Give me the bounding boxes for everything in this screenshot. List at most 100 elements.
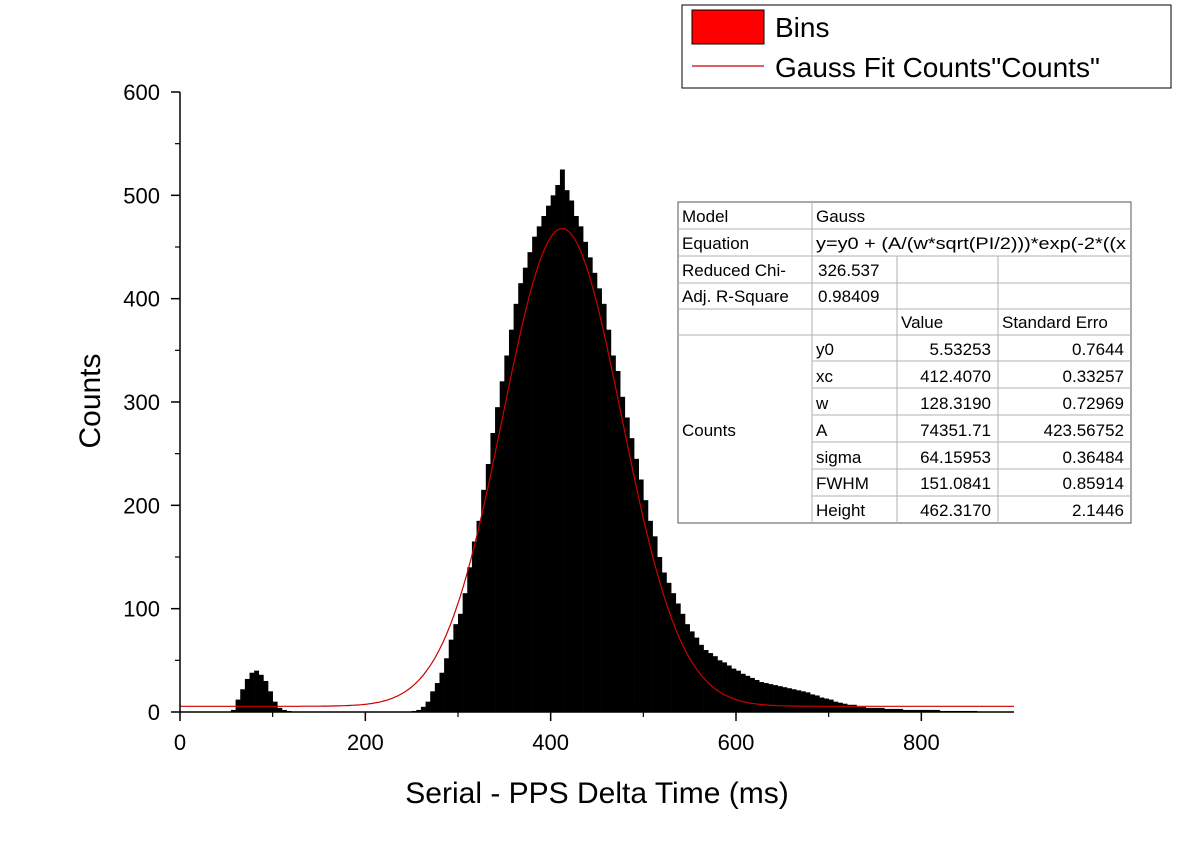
- fit-row-value: 462.3170: [920, 501, 991, 520]
- histogram-bar: [796, 690, 802, 712]
- histogram-bar: [740, 673, 746, 712]
- fit-row-error: 0.36484: [1063, 448, 1124, 467]
- histogram-bar: [708, 653, 714, 712]
- legend: Bins Gauss Fit Counts"Counts": [681, 4, 1172, 89]
- histogram-bar: [439, 672, 445, 712]
- x-tick-label: 200: [347, 730, 384, 755]
- histogram-bar: [884, 708, 894, 712]
- x-tick-label: 600: [718, 730, 755, 755]
- histogram-bar: [425, 701, 431, 712]
- histogram-bar: [559, 169, 565, 712]
- fit-row-error: 0.85914: [1063, 474, 1124, 493]
- histogram-bar: [629, 438, 635, 712]
- fit-chi-label: Reduced Chi-: [682, 261, 786, 280]
- histogram-bar: [893, 708, 904, 712]
- histogram-bar: [759, 682, 765, 712]
- histogram-bar: [749, 677, 755, 712]
- y-tick-label: 0: [148, 700, 160, 725]
- x-tick-label: 0: [174, 730, 186, 755]
- histogram-bar: [485, 464, 491, 712]
- histogram-bar: [745, 675, 751, 712]
- histogram-bar: [430, 691, 436, 712]
- fit-r2-label: Adj. R-Square: [682, 287, 789, 306]
- histogram-bar: [564, 190, 570, 712]
- histogram-bar: [675, 603, 681, 712]
- fit-row-error: 423.56752: [1044, 421, 1124, 440]
- histogram-bar: [578, 226, 584, 713]
- histogram-bar: [856, 706, 867, 712]
- histogram-bar: [921, 709, 931, 712]
- histogram-bar: [518, 283, 524, 712]
- histogram-bar: [666, 582, 672, 712]
- histogram-bar: [258, 674, 264, 712]
- histogram-bar: [504, 355, 510, 712]
- fit-equation-label: Equation: [682, 234, 749, 253]
- histogram-bar: [768, 684, 774, 712]
- histogram-bar: [671, 593, 677, 712]
- histogram-bar: [620, 396, 626, 712]
- y-tick-label: 300: [123, 390, 160, 415]
- fit-row-error: 0.33257: [1063, 367, 1124, 386]
- histogram-bar: [819, 697, 825, 712]
- histogram-bar: [685, 624, 690, 712]
- fit-row-error: 0.72969: [1063, 394, 1124, 413]
- fit-row-param: FWHM: [816, 474, 869, 493]
- histogram-bar: [448, 639, 454, 712]
- y-ticks: 0 100 200 300 400 500 600: [123, 80, 180, 725]
- fit-model-label: Model: [682, 207, 728, 226]
- histogram-bar: [555, 185, 561, 712]
- histogram-bar: [532, 236, 538, 712]
- histogram-bar: [638, 479, 644, 712]
- y-tick-label: 500: [123, 183, 160, 208]
- histogram-bar: [634, 458, 639, 712]
- fit-group-label: Counts: [682, 421, 736, 440]
- fit-model-value: Gauss: [816, 207, 865, 226]
- histogram-bar: [773, 685, 778, 712]
- y-tick-label: 600: [123, 80, 160, 105]
- histogram-bar: [240, 689, 246, 712]
- histogram-bar: [277, 707, 283, 712]
- histogram-bar: [268, 691, 273, 712]
- histogram-bar: [420, 706, 426, 712]
- histogram-bar: [615, 371, 621, 712]
- histogram-bar: [786, 688, 792, 712]
- x-axis-title: Serial - PPS Delta Time (ms): [405, 777, 788, 810]
- histogram-bar: [462, 593, 468, 712]
- histogram-bar: [754, 679, 760, 712]
- fit-row-value: 5.53253: [930, 340, 991, 359]
- histogram-bar: [541, 216, 547, 712]
- fit-row-value: 64.15953: [920, 448, 991, 467]
- fit-row-value: 74351.71: [920, 421, 991, 440]
- histogram-bar: [726, 665, 732, 712]
- fit-row-param: Height: [816, 501, 865, 520]
- fit-row-error: 2.1446: [1072, 501, 1124, 520]
- histogram-bar: [476, 520, 482, 712]
- fit-r2-value: 0.98409: [818, 287, 879, 306]
- histogram-bar: [800, 691, 806, 712]
- histogram-bar: [249, 672, 255, 712]
- histogram-bar: [569, 200, 575, 712]
- histogram-bar: [698, 644, 704, 712]
- histogram-bar: [763, 683, 769, 712]
- histogram-bar: [652, 536, 658, 712]
- histogram-bar: [606, 329, 612, 712]
- fit-row-param: sigma: [816, 448, 862, 467]
- histogram-bar: [712, 656, 718, 712]
- histogram-bar: [643, 500, 649, 712]
- histogram-bar: [610, 355, 616, 712]
- gauss-fit-line: [180, 227, 1014, 707]
- histogram-bar: [499, 381, 505, 712]
- histogram-bar: [680, 613, 686, 712]
- x-tick-label: 400: [532, 730, 569, 755]
- legend-bins-label: Bins: [775, 12, 829, 43]
- y-tick-label: 400: [123, 287, 160, 312]
- histogram-bar: [930, 709, 941, 712]
- fit-results-table: Model Gauss Equation y=y0 + (A/(w*sqrt(P…: [677, 201, 1132, 524]
- histogram-bar: [837, 702, 843, 712]
- y-tick-label: 200: [123, 493, 160, 518]
- y-tick-label: 100: [123, 597, 160, 622]
- histogram-bar: [254, 670, 260, 712]
- histogram-bar: [495, 407, 500, 712]
- histogram-bar: [416, 709, 422, 712]
- fit-row-param: w: [815, 394, 829, 413]
